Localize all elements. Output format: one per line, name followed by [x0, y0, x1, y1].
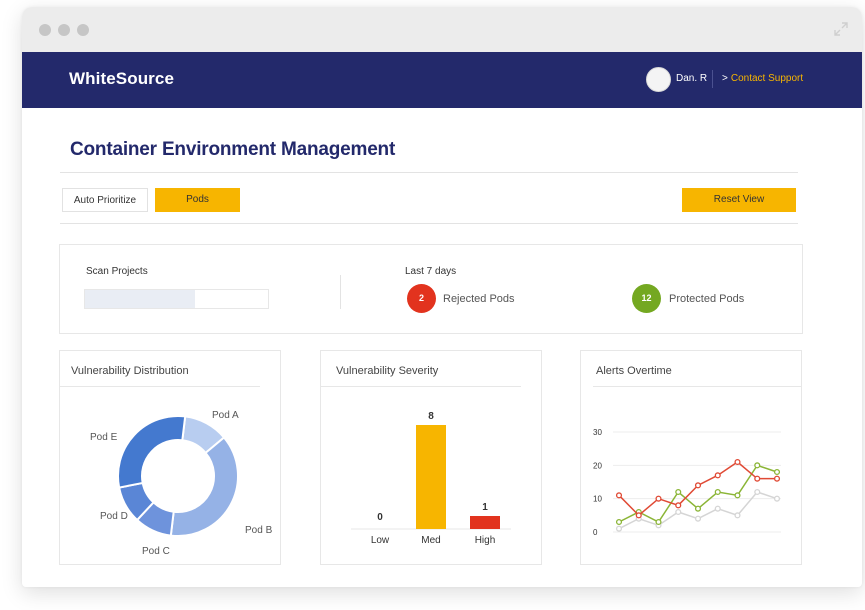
- y-tick-10: 10: [593, 495, 602, 504]
- y-tick-30: 30: [593, 428, 602, 437]
- toolbar-divider: [60, 223, 798, 224]
- summary-card: Scan Projects Last 7 days 2 Rejected Pod…: [59, 244, 803, 334]
- line-point: [615, 518, 623, 526]
- bar-value-med: 8: [428, 411, 434, 422]
- vulnerability-severity-card: Vulnerability Severity 0 Low 8 Med 1 High: [320, 350, 542, 565]
- card-header-divider: [321, 386, 521, 387]
- chevron-right-icon: >: [722, 73, 728, 84]
- period-label: Last 7 days: [405, 266, 457, 277]
- y-tick-20: 20: [593, 461, 602, 470]
- donut-slice-pod-e: [117, 415, 187, 489]
- line-point: [773, 468, 781, 476]
- line-point: [714, 472, 721, 479]
- line-point: [754, 475, 761, 482]
- line-point: [635, 512, 642, 519]
- window-maximize-dot[interactable]: [77, 24, 89, 36]
- bar-category-low: Low: [371, 535, 390, 546]
- scan-projects-progress: [84, 289, 269, 309]
- vulnerability-severity-chart: 0 Low 8 Med 1 High: [351, 411, 511, 546]
- line-point: [655, 518, 662, 526]
- top-navbar: WhiteSource Dan. R > Contact Support: [22, 52, 862, 108]
- line-point: [694, 515, 702, 522]
- bar-category-med: Med: [421, 535, 440, 546]
- protected-pods-label: Protected Pods: [669, 293, 745, 305]
- line-point: [734, 512, 741, 519]
- donut-label-pod-e: Pod E: [90, 432, 118, 443]
- expand-icon[interactable]: [834, 22, 848, 36]
- line-point: [754, 488, 761, 496]
- user-avatar[interactable]: [646, 67, 671, 92]
- summary-divider: [340, 275, 341, 309]
- line-point: [714, 505, 721, 512]
- line-point: [754, 462, 761, 469]
- window-minimize-dot[interactable]: [58, 24, 70, 36]
- alerts-overtime-title: Alerts Overtime: [596, 365, 672, 377]
- alerts-overtime-card: Alerts Overtime 30 20 10 0: [580, 350, 802, 565]
- line-series-1: [618, 464, 778, 523]
- bar-high: [470, 516, 500, 529]
- user-name[interactable]: Dan. R: [676, 73, 708, 84]
- vulnerability-severity-title: Vulnerability Severity: [336, 365, 439, 377]
- bar-med: [416, 425, 446, 529]
- scan-projects-progress-fill: [85, 290, 195, 308]
- line-point: [615, 492, 623, 499]
- contact-support-label: Contact Support: [730, 73, 804, 84]
- alerts-overtime-chart: 30 20 10 0: [593, 428, 781, 537]
- contact-support-link[interactable]: > Contact Support: [722, 73, 803, 84]
- reset-view-button[interactable]: Reset View: [682, 188, 796, 212]
- bar-value-high: 1: [482, 502, 488, 513]
- scan-projects-label: Scan Projects: [86, 266, 148, 277]
- line-point: [734, 458, 741, 466]
- line-point: [615, 525, 623, 532]
- app-window: WhiteSource Dan. R > Contact Support Cont…: [22, 7, 862, 587]
- line-point: [675, 502, 682, 509]
- vulnerability-distribution-card: Vulnerability Distribution Pod A Pod B Pod…: [59, 350, 281, 565]
- vulnerability-distribution-title: Vulnerability Distribution: [71, 365, 189, 377]
- vulnerability-distribution-chart: Pod A Pod B Pod C Pod D Pod E: [90, 410, 273, 557]
- page-title: Container Environment Management: [70, 139, 396, 160]
- auto-prioritize-button[interactable]: Auto Prioritize: [62, 188, 148, 212]
- card-header-divider: [593, 386, 801, 387]
- line-point: [773, 495, 781, 502]
- brand-logo[interactable]: WhiteSource: [69, 69, 175, 88]
- line-point: [694, 482, 702, 489]
- title-divider: [60, 172, 798, 173]
- rejected-pods-badge[interactable]: 2: [407, 284, 436, 313]
- window-close-dot[interactable]: [39, 24, 51, 36]
- card-header-divider: [60, 386, 260, 387]
- bar-value-low: 0: [377, 512, 383, 523]
- line-point: [694, 505, 702, 512]
- protected-pods-badge[interactable]: 12: [632, 284, 661, 313]
- y-tick-0: 0: [593, 528, 598, 537]
- bar-category-high: High: [475, 535, 496, 546]
- pods-button[interactable]: Pods: [155, 188, 240, 212]
- donut-slice-pod-b: [169, 436, 239, 537]
- line-point: [773, 475, 781, 482]
- line-point: [675, 508, 682, 516]
- rejected-pods-label: Rejected Pods: [443, 293, 515, 305]
- line-point: [734, 492, 741, 499]
- window-titlebar: [22, 7, 862, 52]
- donut-label-pod-a: Pod A: [212, 410, 239, 421]
- line-point: [655, 495, 662, 502]
- line-point: [714, 488, 721, 496]
- donut-label-pod-c: Pod C: [142, 546, 170, 557]
- line-point: [675, 488, 682, 496]
- nav-divider: [712, 70, 713, 88]
- donut-label-pod-d: Pod D: [100, 511, 128, 522]
- donut-label-pod-b: Pod B: [245, 525, 273, 536]
